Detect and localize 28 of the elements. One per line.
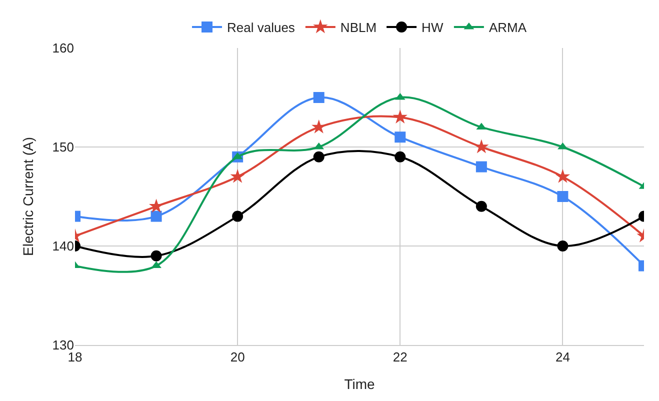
point xyxy=(555,169,570,183)
point xyxy=(313,92,324,103)
x-tick-label: 20 xyxy=(230,350,245,365)
point xyxy=(151,261,162,268)
x-axis-title: Time xyxy=(344,376,376,392)
point xyxy=(150,210,162,222)
point xyxy=(474,139,489,154)
point xyxy=(557,240,568,252)
point xyxy=(476,161,487,172)
point xyxy=(394,132,406,143)
x-tick-label: 22 xyxy=(392,350,408,365)
point xyxy=(557,191,568,202)
point xyxy=(394,151,406,162)
y-axis-title: Electric Current (A) xyxy=(20,136,36,256)
point xyxy=(313,151,324,162)
point xyxy=(476,200,487,212)
x-tick-label: 24 xyxy=(555,350,570,365)
point xyxy=(150,250,162,262)
point xyxy=(232,210,244,222)
legend-label: HW xyxy=(422,20,444,36)
y-tick-label: 150 xyxy=(52,140,74,155)
point xyxy=(230,169,245,183)
legend-label: ARMA xyxy=(488,20,527,36)
legend-label: Real values xyxy=(227,20,296,36)
legend-label: NBLM xyxy=(340,20,377,36)
y-tick-label: 160 xyxy=(52,40,74,56)
y-tick-label: 140 xyxy=(52,238,74,254)
point xyxy=(392,110,408,124)
